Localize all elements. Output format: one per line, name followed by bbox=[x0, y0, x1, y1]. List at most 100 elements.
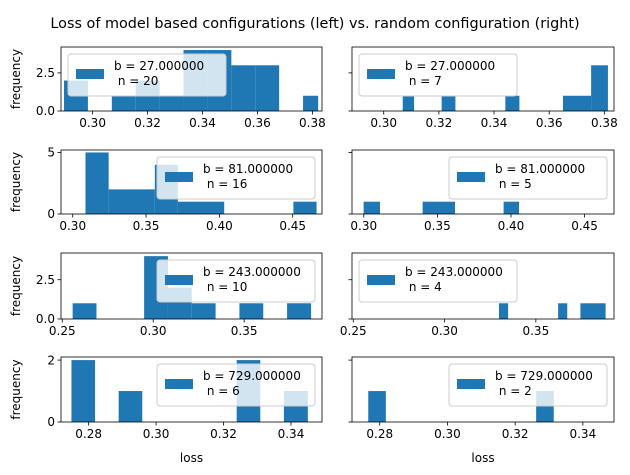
y-tick-label: 2 bbox=[47, 353, 55, 367]
x-tick-label: 0.38 bbox=[591, 116, 618, 130]
histogram-bar bbox=[293, 201, 317, 214]
legend-frame bbox=[358, 259, 518, 303]
x-tick-label: 0.40 bbox=[498, 219, 525, 233]
axes-frame bbox=[351, 149, 615, 215]
y-tick-label: 0 bbox=[47, 415, 55, 429]
x-tick-label: 0.35 bbox=[231, 324, 258, 338]
y-tick-label: 0.0 bbox=[36, 104, 55, 118]
x-tick-label: 0.28 bbox=[366, 427, 393, 441]
x-tick-label: 0.30 bbox=[434, 427, 461, 441]
histogram-bar bbox=[287, 303, 312, 319]
x-tick-label: 0.34 bbox=[189, 116, 216, 130]
x-tick-label: 0.30 bbox=[370, 116, 397, 130]
legend-swatch bbox=[165, 172, 193, 182]
histogram-bar bbox=[111, 95, 136, 111]
y-tick-label: 5 bbox=[47, 146, 55, 160]
legend-label: b = 729.000000 bbox=[203, 369, 301, 383]
y-axis-label: frequency bbox=[9, 359, 23, 419]
x-tick-label: 0.25 bbox=[340, 324, 367, 338]
y-axis-label: frequency bbox=[9, 256, 23, 316]
histogram-panel-2: 0.30 0.32 0.34 0.36 0.38 b = 27.000000 n = 7 bbox=[348, 46, 618, 130]
histogram-bar bbox=[558, 303, 568, 319]
histogram-bar bbox=[441, 95, 456, 111]
y-tick-label: 0 bbox=[47, 207, 55, 221]
x-tick-label: 0.45 bbox=[571, 219, 598, 233]
legend-frame bbox=[448, 156, 608, 200]
x-axis-label: loss bbox=[471, 451, 494, 465]
y-tick-label: 2.5 bbox=[36, 273, 55, 287]
histogram-bar bbox=[303, 95, 319, 111]
x-tick-label: 0.34 bbox=[569, 427, 596, 441]
legend-frame bbox=[156, 363, 316, 407]
legend-label: n = 10 bbox=[203, 280, 247, 294]
legend-label: b = 81.000000 bbox=[203, 162, 293, 176]
legend-swatch bbox=[165, 379, 193, 389]
legend-label: n = 5 bbox=[495, 177, 532, 191]
legend: b = 27.000000 n = 20 bbox=[67, 53, 227, 97]
x-tick-label: 0.45 bbox=[279, 219, 306, 233]
histogram-panel-5: 0.25 0.30 0.35 0.0 2.5 frequency b = 243.00000… bbox=[9, 252, 323, 338]
y-axis-label: frequency bbox=[9, 49, 23, 109]
x-tick-label: 0.34 bbox=[481, 116, 508, 130]
y-tick-label: 0.0 bbox=[36, 312, 55, 326]
legend-swatch bbox=[76, 69, 104, 79]
y-tick-label: 2.5 bbox=[36, 66, 55, 80]
histogram-bar bbox=[177, 201, 225, 214]
x-tick-label: 0.28 bbox=[75, 427, 102, 441]
x-tick-label: 0.32 bbox=[502, 427, 529, 441]
histogram-bar bbox=[505, 95, 520, 111]
legend-swatch bbox=[367, 69, 395, 79]
histogram-bar bbox=[239, 303, 264, 319]
x-tick-label: 0.32 bbox=[210, 427, 237, 441]
x-tick-label: 0.30 bbox=[143, 427, 170, 441]
legend-frame bbox=[448, 363, 608, 407]
legend-label: b = 27.000000 bbox=[114, 59, 204, 73]
legend-label: n = 6 bbox=[203, 384, 240, 398]
x-tick-label: 0.36 bbox=[244, 116, 271, 130]
histogram-bar bbox=[118, 391, 143, 422]
x-tick-label: 0.30 bbox=[431, 324, 458, 338]
histogram-panel-7: 0.28 0.30 0.32 0.34 0 2 frequency loss b = 729.0… bbox=[9, 353, 323, 465]
legend: b = 729.000000 n = 6 bbox=[156, 363, 316, 407]
legend-label: b = 243.000000 bbox=[203, 265, 301, 279]
legend-label: n = 7 bbox=[405, 74, 442, 88]
legend-label: n = 20 bbox=[114, 74, 158, 88]
axes-frame bbox=[351, 356, 615, 423]
legend-label: b = 27.000000 bbox=[405, 59, 495, 73]
legend-swatch bbox=[457, 379, 485, 389]
legend: b = 243.000000 n = 10 bbox=[156, 259, 316, 303]
axes-frame bbox=[351, 46, 615, 112]
axes-frame bbox=[60, 149, 323, 215]
histogram-bar bbox=[562, 95, 592, 111]
legend-frame bbox=[358, 53, 518, 97]
histogram-panel-3: 0.30 0.35 0.40 0.45 0 5 frequency b = 81.000000… bbox=[9, 146, 323, 233]
x-tick-label: 0.30 bbox=[79, 116, 106, 130]
figure-title: Loss of model based configurations (left… bbox=[50, 16, 579, 32]
legend-frame bbox=[156, 259, 316, 303]
histogram-bar bbox=[191, 303, 216, 319]
histogram-panel-1: 0.30 0.32 0.34 0.36 0.38 0.0 2.5 frequency b = 2… bbox=[9, 46, 326, 130]
histogram-bar bbox=[255, 65, 280, 111]
legend: b = 81.000000 n = 5 bbox=[448, 156, 608, 200]
x-tick-label: 0.40 bbox=[206, 219, 233, 233]
histogram-bar bbox=[72, 303, 97, 319]
x-tick-label: 0.30 bbox=[350, 219, 377, 233]
x-tick-label: 0.35 bbox=[522, 324, 549, 338]
legend-frame bbox=[156, 156, 316, 200]
histogram-panel-8: 0.28 0.30 0.32 0.34 loss b = 729.000000 n = 2 bbox=[348, 356, 615, 465]
x-tick-label: 0.32 bbox=[426, 116, 453, 130]
legend: b = 27.000000 n = 7 bbox=[358, 53, 518, 97]
x-tick-label: 0.35 bbox=[424, 219, 451, 233]
histogram-bar bbox=[402, 95, 415, 111]
x-tick-label: 0.35 bbox=[133, 219, 160, 233]
histogram-bar bbox=[85, 152, 109, 214]
axes-frame bbox=[60, 356, 323, 423]
legend-label: n = 16 bbox=[203, 177, 247, 191]
legend: b = 81.000000 n = 16 bbox=[156, 156, 316, 200]
histogram-bar bbox=[108, 189, 155, 214]
histogram-bar bbox=[231, 65, 256, 111]
histogram-bar bbox=[580, 303, 606, 319]
x-axis-label: loss bbox=[180, 451, 203, 465]
histogram-bar bbox=[363, 201, 380, 214]
axes-frame bbox=[60, 252, 323, 320]
